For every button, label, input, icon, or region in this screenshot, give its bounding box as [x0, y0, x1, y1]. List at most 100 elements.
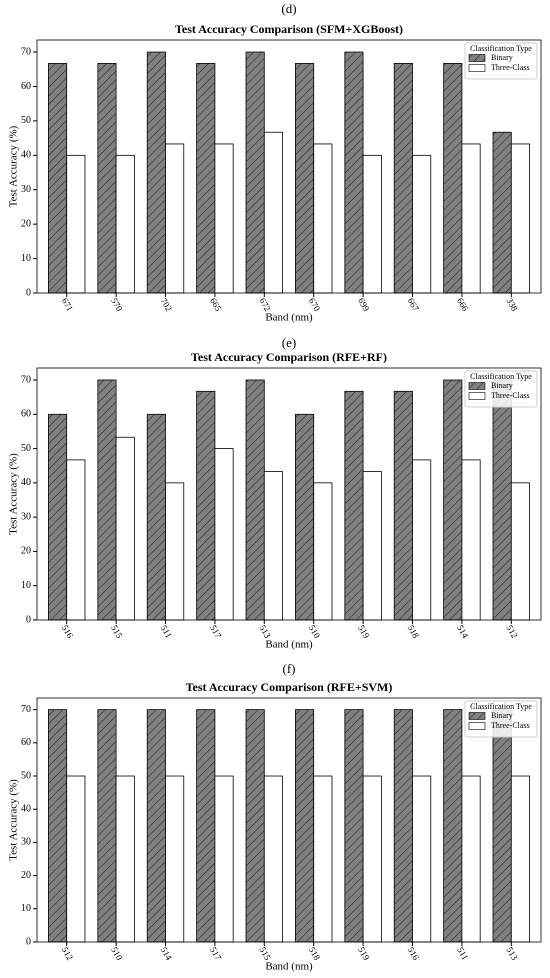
y-tick-label: 50	[21, 443, 31, 454]
bar-hatch	[196, 63, 215, 294]
bar	[412, 459, 432, 621]
y-tick-label: 0	[26, 614, 31, 625]
plot-frame	[36, 39, 542, 294]
y-tick-label: 70	[21, 374, 31, 385]
bar-hatch	[493, 380, 512, 620]
y-tick-label: 60	[21, 81, 31, 92]
legend-label: Binary	[491, 381, 513, 390]
bar-hatch	[246, 380, 265, 620]
x-axis-label: Band (nm)	[265, 961, 313, 973]
legend-label: Three-Class	[491, 391, 530, 400]
bar-hatch	[295, 709, 314, 942]
bar-hatch	[493, 709, 512, 942]
bar	[461, 143, 481, 294]
y-tick-label: 40	[21, 150, 31, 161]
bar	[412, 154, 432, 294]
bar-hatch	[443, 380, 462, 620]
bar-hatch	[97, 709, 117, 942]
x-tick-label: 665	[208, 296, 224, 313]
x-tick-label: 699	[356, 296, 372, 313]
x-tick-label: 671	[60, 296, 75, 313]
x-tick-label: 516	[406, 945, 422, 962]
y-tick-label: 20	[21, 218, 31, 229]
legend-swatch-hatch	[469, 382, 485, 390]
x-tick-label: 702	[159, 296, 174, 313]
bar	[66, 459, 86, 621]
x-tick-label: 514	[455, 623, 471, 640]
x-tick-label: 513	[504, 945, 520, 962]
x-tick-label: 338	[504, 296, 520, 313]
bar-hatch	[48, 709, 67, 942]
bar-hatch	[394, 709, 413, 942]
x-tick-label: 511	[159, 623, 174, 639]
legend-title: Classification Type	[470, 702, 532, 711]
bar-hatch	[147, 414, 166, 620]
x-tick-label: 519	[356, 623, 372, 640]
legend-swatch-hatch	[469, 712, 485, 720]
x-tick-label: 510	[109, 945, 125, 962]
legend-label: Three-Class	[491, 63, 530, 72]
bar-hatch	[196, 391, 215, 620]
bar	[115, 775, 135, 943]
bar	[461, 459, 481, 621]
bar-hatch	[196, 709, 215, 942]
panel-label: (f)	[283, 661, 296, 676]
bar-hatch	[246, 52, 265, 293]
y-tick-label: 30	[21, 837, 31, 848]
x-tick-label: 667	[406, 296, 422, 313]
bar-hatch	[48, 63, 67, 294]
y-tick-label: 10	[21, 253, 31, 264]
x-tick-label: 514	[159, 945, 175, 962]
y-tick-label: 10	[21, 580, 31, 591]
bar-hatch	[246, 709, 265, 942]
x-tick-label: 672	[257, 296, 272, 313]
bar-hatch	[295, 414, 314, 620]
bar	[165, 143, 185, 294]
legend-swatch	[468, 722, 486, 730]
x-tick-label: 512	[60, 945, 75, 962]
panel-label: (e)	[282, 335, 296, 350]
y-tick-label: 0	[26, 287, 31, 298]
y-tick-label: 70	[21, 46, 31, 57]
x-tick-label: 515	[109, 623, 125, 640]
bar	[510, 775, 530, 943]
x-tick-label: 519	[356, 945, 372, 962]
x-tick-label: 516	[60, 623, 76, 640]
legend-swatch-hatch	[469, 54, 485, 62]
plot-frame	[36, 367, 542, 621]
chart-title: Test Accuracy Comparison (RFE+SVM)	[186, 680, 393, 694]
y-tick-label: 50	[21, 770, 31, 781]
plot-frame	[36, 697, 542, 943]
y-tick-label: 0	[26, 936, 31, 947]
bar	[313, 482, 333, 621]
bar-hatch	[97, 380, 117, 620]
bar-hatch	[344, 52, 364, 293]
bar	[115, 436, 135, 621]
panel-label: (d)	[281, 1, 296, 16]
bar-hatch	[147, 709, 166, 942]
bar-hatch	[394, 391, 413, 620]
legend-label: Binary	[491, 53, 513, 62]
x-tick-label: 511	[455, 945, 470, 961]
bar	[313, 775, 333, 943]
x-tick-label: 666	[455, 296, 471, 313]
bar-hatch	[48, 414, 67, 620]
bar-hatch	[295, 63, 314, 294]
x-tick-label: 517	[208, 945, 224, 962]
bar	[66, 154, 86, 294]
bar-hatch	[147, 52, 166, 293]
y-tick-label: 60	[21, 409, 31, 420]
y-tick-label: 30	[21, 511, 31, 522]
bar-hatch	[344, 709, 364, 942]
legend-title: Classification Type	[470, 372, 532, 381]
bar	[214, 775, 234, 943]
y-axis-label: Test Accuracy (%)	[8, 453, 20, 535]
bar	[362, 154, 382, 294]
bar	[263, 471, 283, 621]
x-tick-label: 518	[406, 623, 422, 640]
legend-swatch	[468, 392, 486, 400]
x-axis-label: Band (nm)	[265, 639, 313, 651]
x-tick-label: 570	[109, 296, 125, 313]
legend-swatch	[468, 64, 486, 72]
